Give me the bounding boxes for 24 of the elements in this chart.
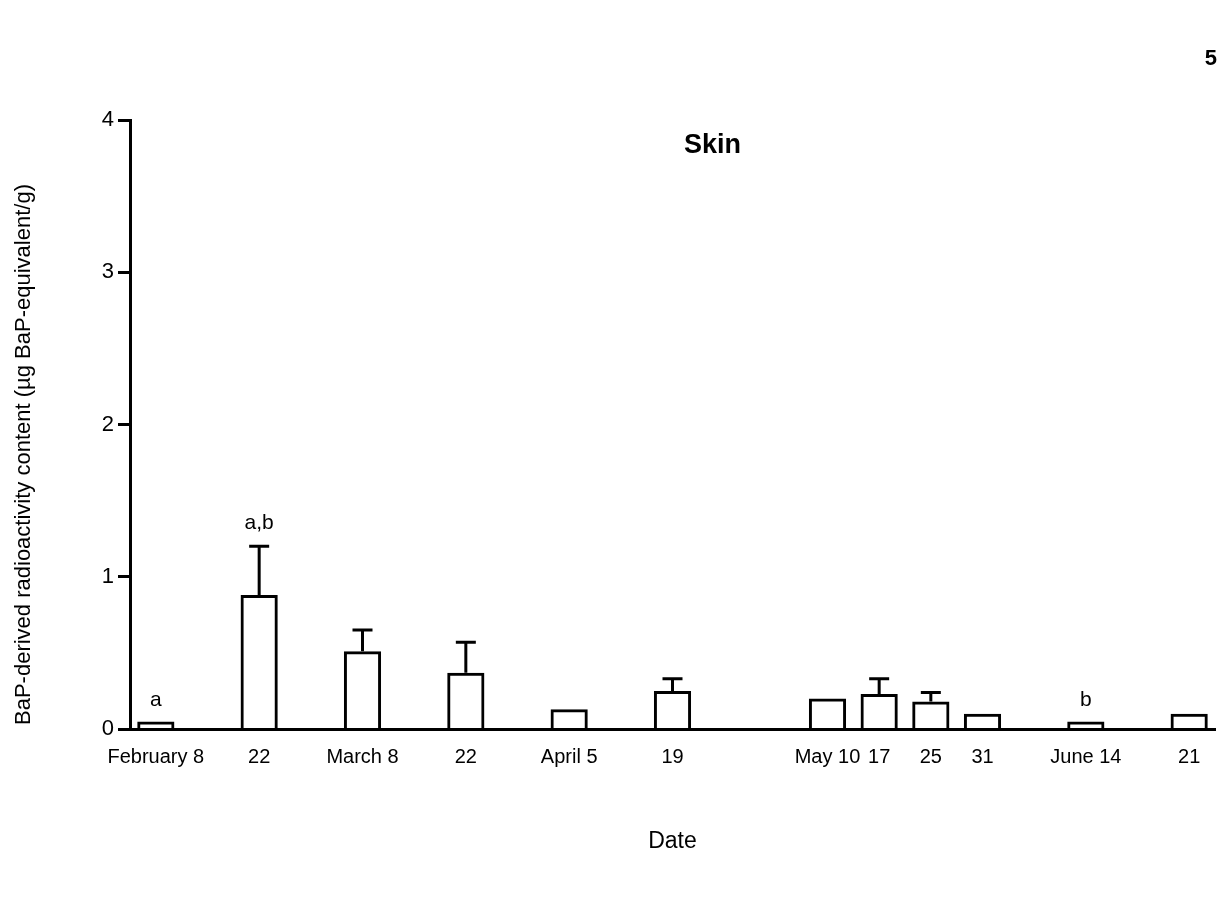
y-tick-label: 2 <box>101 410 114 436</box>
y-tick-label: 4 <box>101 106 114 132</box>
x-tick-label: March 8 <box>326 744 399 767</box>
annotation: a,b <box>244 510 274 534</box>
x-tick-label: February 8 <box>107 744 205 767</box>
x-tick-label: 17 <box>868 744 891 767</box>
x-tick-label: 25 <box>919 744 942 767</box>
annotation: a <box>149 687 162 711</box>
x-tick-label: 31 <box>971 744 994 767</box>
y-axis-title: BaP-derived radioactivity content (µg BaP-equivalent/g) <box>10 184 36 725</box>
annotation: b <box>1079 687 1092 711</box>
x-tick-label: May 10 <box>794 744 861 767</box>
x-tick-label: 22 <box>248 744 271 767</box>
x-axis-title: Date <box>648 826 697 853</box>
y-tick-label: 1 <box>101 562 114 588</box>
y-tick-label: 3 <box>101 258 114 284</box>
y-tick-label: 0 <box>101 715 114 741</box>
x-tick-label: 22 <box>454 744 477 767</box>
x-tick-label: June 14 <box>1050 744 1122 767</box>
x-tick-label: 19 <box>661 744 684 767</box>
x-tick-label: April 5 <box>540 744 598 767</box>
x-tick-label: 21 <box>1178 744 1201 767</box>
text: 5 <box>1204 45 1217 71</box>
chart-title: Skin <box>683 128 742 159</box>
